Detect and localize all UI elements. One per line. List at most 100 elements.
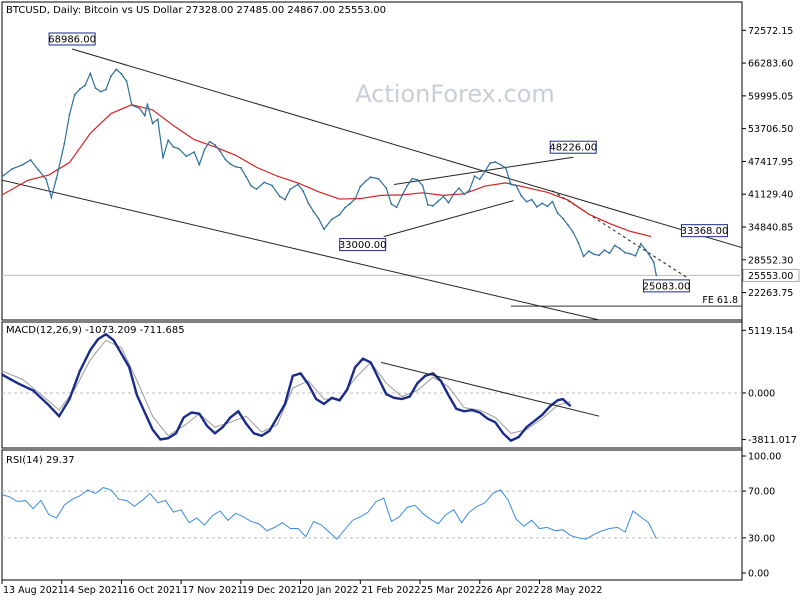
fe-level-label: FE 61.8 — [702, 295, 738, 306]
price-annotation-box — [339, 238, 387, 252]
price-point — [330, 218, 333, 221]
price-point — [289, 188, 292, 191]
x-tick-label: 19 Dec 2021 — [242, 585, 303, 596]
price-point — [84, 84, 86, 87]
price-point — [284, 198, 286, 201]
price-point — [338, 213, 341, 216]
x-tick-label: 17 Nov 2021 — [182, 585, 243, 596]
price-point — [50, 196, 53, 199]
x-tick-label: 20 Jan 2022 — [302, 585, 359, 596]
macd-tick-label: 0.000 — [748, 388, 775, 399]
price-point — [406, 185, 408, 187]
panel-frame-price — [1, 1, 743, 321]
price-trendline — [393, 156, 574, 185]
price-point — [442, 195, 445, 198]
price-point — [535, 205, 538, 208]
macd-panel-title: MACD(12,26,9) -1073.209 -711.685 — [6, 325, 185, 336]
rsi-line — [1, 487, 657, 540]
price-point — [645, 249, 647, 252]
price-point — [447, 201, 450, 204]
price-annotation-label: 48226.00 — [549, 143, 597, 154]
x-tick-label: 21 Feb 2022 — [361, 585, 420, 596]
price-point — [593, 253, 595, 256]
macd-tick-label: -3811.017 — [748, 435, 797, 446]
price-point — [369, 176, 372, 179]
price-line — [2, 68, 657, 276]
macd-tick-label: 5119.154 — [748, 326, 793, 337]
price-point — [130, 104, 133, 107]
price-point — [426, 203, 429, 206]
price-point — [297, 183, 299, 186]
price-point — [78, 88, 81, 90]
price-point — [229, 163, 232, 166]
price-point — [478, 178, 481, 181]
price-point — [29, 159, 32, 161]
rsi-tick-label: 30.00 — [748, 533, 775, 544]
ema-line — [2, 104, 652, 238]
x-tick-label: 26 Apr 2022 — [481, 585, 540, 596]
price-point — [494, 161, 497, 163]
price-annotation-label: 68986.00 — [48, 34, 96, 45]
price-annotation-label: 33368.00 — [681, 226, 729, 237]
price-point — [250, 185, 253, 187]
price-point — [234, 165, 237, 168]
price-point — [138, 107, 141, 110]
price-point — [603, 249, 606, 252]
price-point — [156, 118, 159, 121]
price-point — [162, 156, 164, 159]
price-point — [151, 122, 154, 125]
price-point — [468, 189, 471, 192]
price-point — [530, 198, 533, 201]
price-point — [525, 200, 528, 203]
x-tick-label: 14 Sep 2021 — [63, 585, 123, 596]
price-point — [63, 142, 66, 145]
price-point — [510, 183, 512, 186]
price-point — [587, 250, 590, 253]
price-point — [271, 184, 273, 187]
price-point — [619, 247, 621, 250]
price-point — [652, 261, 655, 264]
price-point — [489, 162, 492, 164]
price-point — [214, 143, 216, 146]
price-point — [515, 184, 518, 187]
price-point — [567, 224, 569, 227]
price-point — [172, 146, 175, 148]
price-trendline — [383, 200, 514, 238]
price-annotation-box — [48, 32, 96, 46]
price-point — [629, 252, 632, 255]
price-point — [167, 139, 170, 142]
price-point — [146, 103, 149, 106]
price-point — [463, 193, 466, 196]
price-tick-label: 41129.40 — [748, 190, 793, 201]
price-point — [437, 200, 440, 203]
price-point — [577, 241, 580, 244]
price-point — [541, 202, 543, 205]
price-point — [499, 163, 502, 166]
price-point — [219, 150, 222, 152]
price-point — [556, 212, 559, 215]
price-point — [473, 175, 476, 178]
current-price-label: 25553.00 — [748, 271, 793, 282]
price-point — [411, 177, 414, 180]
price-point — [198, 163, 201, 166]
price-panel-title: BTCUSD, Daily: Bitcoin vs US Dollar 2732… — [6, 5, 386, 16]
price-point — [458, 187, 460, 190]
price-point — [608, 252, 611, 255]
price-point — [208, 140, 211, 143]
price-point — [377, 177, 380, 180]
macd-plot-area — [2, 332, 600, 443]
price-point — [650, 257, 653, 259]
rsi-panel-title: RSI(14) 29.37 — [6, 455, 75, 466]
price-point — [239, 166, 242, 169]
price-tick-label: 53706.50 — [748, 124, 793, 135]
price-point — [21, 163, 24, 166]
price-point — [354, 198, 357, 200]
price-point — [364, 180, 367, 183]
price-point — [302, 190, 305, 193]
price-point — [359, 185, 362, 188]
price-point — [89, 72, 92, 75]
price-point — [99, 90, 102, 93]
watermark: ActionForex.com — [355, 80, 555, 108]
x-tick-label: 25 Mar 2022 — [421, 585, 481, 596]
